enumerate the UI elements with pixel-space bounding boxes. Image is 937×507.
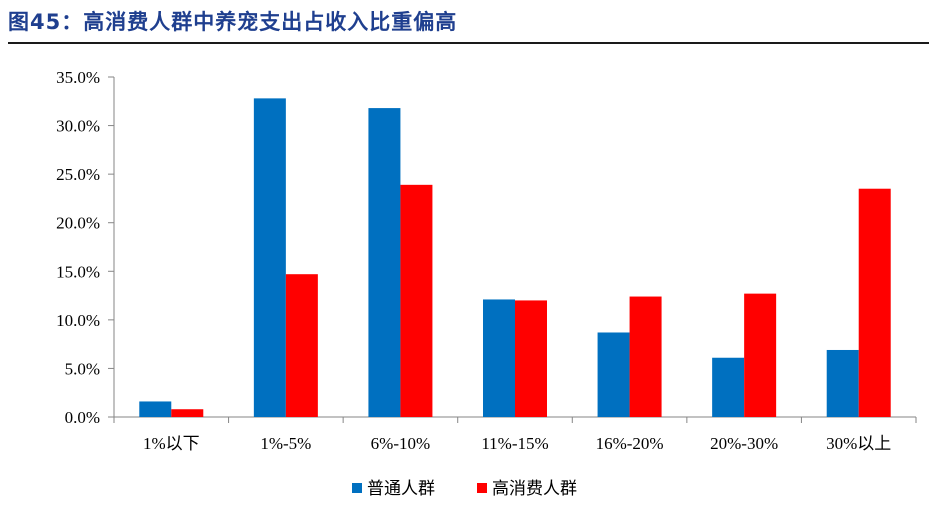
bar-series-2 [400, 184, 433, 417]
legend-swatch [477, 483, 487, 493]
legend-label: 普通人群 [367, 479, 435, 499]
bar-series-1 [712, 357, 745, 417]
x-tick-label: 1%以下 [143, 434, 200, 453]
y-tick-labels: 0.0% 5.0% 10.0% 15.0% 20.0% 25.0% 30.0% 35.0% [56, 68, 100, 427]
bar-series-2 [858, 188, 891, 417]
bar-series-2 [629, 296, 662, 417]
x-tick-label: 11%-15% [481, 434, 548, 453]
x-tick-label: 20%-30% [710, 434, 778, 453]
bar-series-1 [368, 108, 401, 417]
y-tick-label: 15.0% [56, 262, 100, 281]
legend-label: 高消费人群 [492, 479, 577, 499]
y-tick-label: 20.0% [56, 214, 100, 233]
bar-series-2 [285, 274, 318, 417]
bar-series-2 [171, 409, 204, 417]
bar-series-1 [139, 401, 172, 417]
x-tick-label: 16%-20% [596, 434, 664, 453]
x-tick-label: 1%-5% [260, 434, 311, 453]
legend-swatch [352, 483, 362, 493]
bar-series-1 [483, 299, 515, 417]
bar-series-1 [597, 332, 630, 417]
y-tick-label: 0.0% [65, 408, 100, 427]
figure-title: 图45：高消费人群中养宠支出占收入比重偏高 [8, 10, 458, 34]
chart-bars [139, 98, 891, 417]
bar-series-1 [826, 349, 859, 417]
x-tick-label: 30%以上 [826, 434, 891, 453]
bar-series-1 [253, 98, 286, 417]
title-rule [8, 42, 929, 44]
y-tick-label: 35.0% [56, 68, 100, 87]
y-tick-label: 30.0% [56, 117, 100, 136]
x-tick-label: 6%-10% [371, 434, 430, 453]
bar-series-2 [515, 300, 547, 417]
y-tick-label: 25.0% [56, 165, 100, 184]
chart-legend: 普通人群 高消费人群 [352, 479, 577, 499]
bar-series-2 [744, 293, 777, 417]
y-tick-label: 10.0% [56, 311, 100, 330]
x-tick-labels: 1%以下 1%-5% 6%-10% 11%-15% 16%-20% 20%-30% 30%以… [143, 434, 891, 453]
y-tick-label: 5.0% [65, 359, 100, 378]
